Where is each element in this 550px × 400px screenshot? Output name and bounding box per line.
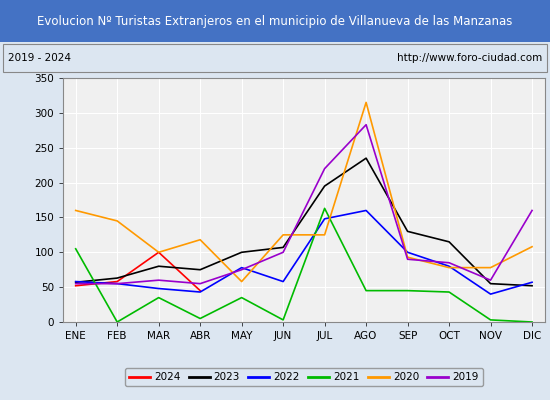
Text: http://www.foro-ciudad.com: http://www.foro-ciudad.com bbox=[397, 53, 542, 63]
Legend: 2024, 2023, 2022, 2021, 2020, 2019: 2024, 2023, 2022, 2021, 2020, 2019 bbox=[125, 368, 483, 386]
Text: 2019 - 2024: 2019 - 2024 bbox=[8, 53, 72, 63]
Text: Evolucion Nº Turistas Extranjeros en el municipio de Villanueva de las Manzanas: Evolucion Nº Turistas Extranjeros en el … bbox=[37, 14, 513, 28]
